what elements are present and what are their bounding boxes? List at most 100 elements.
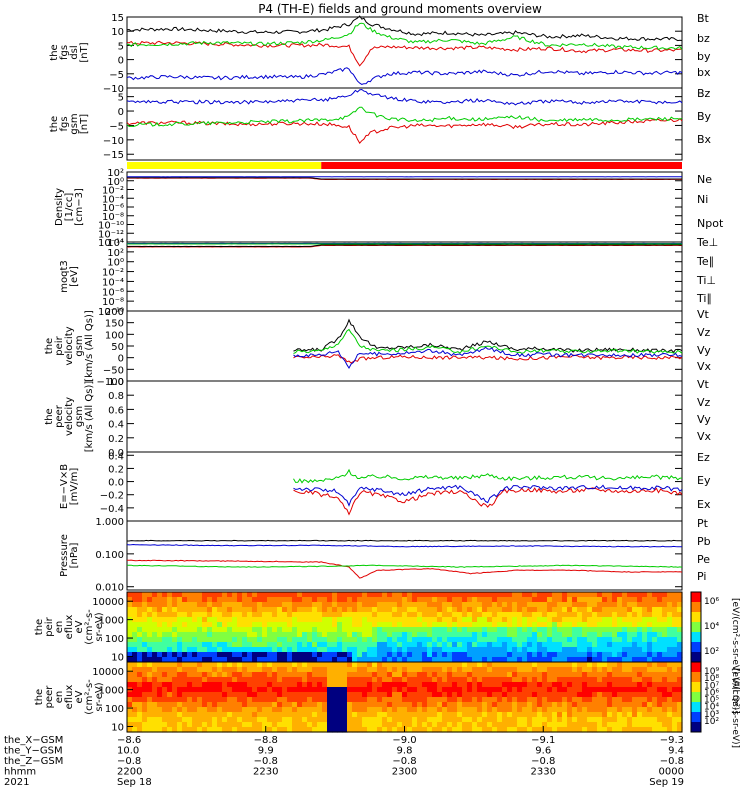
y-tick-label: 10⁻⁴ (102, 277, 124, 288)
colorbar-segment (691, 672, 701, 683)
spectrogram-cell (522, 617, 528, 623)
spectrogram-cell (457, 687, 463, 693)
spectrogram-cell (602, 642, 608, 648)
spectrogram-cell (552, 702, 558, 708)
spectrogram-cell (272, 617, 278, 623)
spectrogram-cell (652, 612, 658, 618)
spectrogram-cell (332, 627, 338, 633)
spectrogram-cell (397, 687, 403, 693)
spectrogram-cell (242, 607, 248, 613)
spectrogram-cell (552, 672, 558, 678)
spectrogram-cell (457, 627, 463, 633)
spectrogram-cell (582, 602, 588, 608)
spectrogram-cell (232, 667, 238, 673)
spectrogram-cell (362, 702, 368, 708)
spectrogram-cell (132, 627, 138, 633)
spectrogram-cell (232, 622, 238, 628)
spectrogram-cell (662, 672, 668, 678)
spectrogram-cell (342, 632, 348, 638)
spectrogram-cell (132, 677, 138, 683)
spectrogram-cell (442, 662, 448, 668)
spectrogram-cell (387, 647, 393, 653)
x-tick-label: 10.0 (117, 746, 139, 757)
spectrogram-cell (152, 707, 158, 713)
spectrogram-cell (647, 677, 653, 683)
spectrogram-cell (247, 622, 253, 628)
spectrogram-cell (187, 627, 193, 633)
spectrogram-cell (232, 607, 238, 613)
spectrogram-cell (597, 642, 603, 648)
spectrogram-cell (477, 602, 483, 608)
spectrogram-cell (397, 592, 403, 598)
spectrogram-cell (452, 647, 458, 653)
spectrogram-cell (387, 672, 393, 678)
spectrogram-cell (497, 642, 503, 648)
spectrogram-cell (672, 672, 678, 678)
spectrogram-cell (652, 682, 658, 688)
spectrogram-cell (652, 642, 658, 648)
spectrogram-cell (177, 632, 183, 638)
spectrogram-cell (627, 597, 633, 603)
spectrogram-cell (142, 622, 148, 628)
spectrogram-cell (267, 682, 273, 688)
spectrogram-cell (307, 627, 313, 633)
spectrogram-cell (307, 722, 313, 728)
spectrogram-cell (627, 607, 633, 613)
spectrogram-cell (317, 672, 323, 678)
spectrogram-cell (322, 597, 328, 603)
spectrogram-cell (477, 612, 483, 618)
spectrogram-cell (282, 657, 288, 663)
spectrogram-cell (647, 672, 653, 678)
spectrogram-cell (167, 727, 173, 733)
spectrogram-cell (332, 592, 338, 598)
spectrogram-cell (497, 692, 503, 698)
legend-by: by (697, 50, 711, 63)
spectrogram-cell (167, 712, 173, 718)
spectrogram-cell (347, 707, 353, 713)
spectrogram-cell (142, 637, 148, 643)
spectrogram-cell (262, 637, 268, 643)
spectrogram-cell (457, 602, 463, 608)
spectrogram-cell (322, 592, 328, 598)
spectrogram-cell (217, 592, 223, 598)
spectrogram-cell (262, 717, 268, 723)
spectrogram-cell (262, 622, 268, 628)
y-tick-label: 1000 (99, 616, 124, 627)
spectrogram-cell (537, 602, 543, 608)
spectrogram-cell (282, 672, 288, 678)
spectrogram-cell (367, 642, 373, 648)
spectrogram-cell (222, 727, 228, 733)
spectrogram-cell (517, 667, 523, 673)
spectrogram-cell (417, 672, 423, 678)
spectrogram-cell (127, 647, 133, 653)
y-tick-label: 200 (105, 307, 124, 318)
spectrogram-cell (432, 612, 438, 618)
spectrogram-cell (222, 612, 228, 618)
spectrogram-cell (242, 627, 248, 633)
spectrogram-cell (397, 667, 403, 673)
spectrogram-cell (347, 712, 353, 718)
spectrogram-cell (422, 677, 428, 683)
spectrogram-cell (437, 692, 443, 698)
spectrogram-cell (642, 702, 648, 708)
spectrogram-cell (417, 597, 423, 603)
spectrogram-cell (332, 672, 338, 678)
spectrogram-cell (532, 682, 538, 688)
spectrogram-cell (157, 632, 163, 638)
spectrogram-cell (132, 622, 138, 628)
spectrogram-cell (472, 592, 478, 598)
spectrogram-cell (502, 672, 508, 678)
spectrogram-cell (197, 722, 203, 728)
spectrogram-cell (442, 727, 448, 733)
spectrogram-cell (382, 607, 388, 613)
spectrogram-cell (342, 727, 348, 733)
spectrogram-cell (632, 682, 638, 688)
spectrogram-cell (527, 617, 533, 623)
spectrogram-cell (632, 607, 638, 613)
ephemeris-row-label: the_X−GSM (4, 735, 63, 746)
y-tick-label: 10⁰ (107, 258, 124, 269)
spectrogram-cell (517, 632, 523, 638)
spectrogram-cell (182, 642, 188, 648)
spectrogram-cell (627, 692, 633, 698)
spectrogram-cell (442, 627, 448, 633)
